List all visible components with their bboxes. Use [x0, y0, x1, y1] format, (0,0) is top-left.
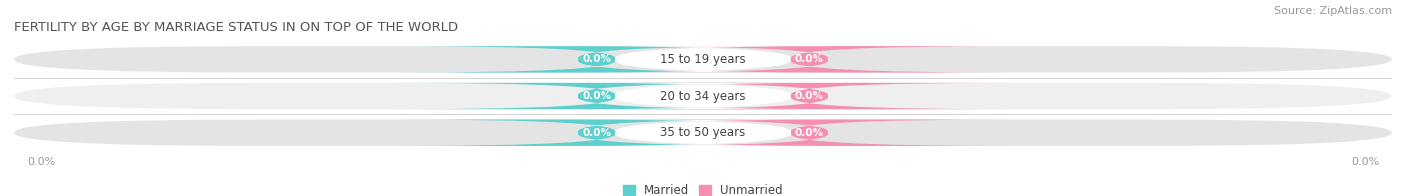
FancyBboxPatch shape: [14, 120, 1392, 146]
Text: 0.0%: 0.0%: [794, 91, 824, 101]
FancyBboxPatch shape: [609, 46, 1010, 73]
FancyBboxPatch shape: [572, 120, 834, 146]
Text: 0.0%: 0.0%: [794, 128, 824, 138]
Text: 0.0%: 0.0%: [582, 91, 612, 101]
FancyBboxPatch shape: [609, 83, 1010, 109]
FancyBboxPatch shape: [14, 83, 1392, 109]
FancyBboxPatch shape: [14, 46, 1392, 73]
FancyBboxPatch shape: [396, 120, 797, 146]
Text: 35 to 50 years: 35 to 50 years: [661, 126, 745, 139]
Text: 0.0%: 0.0%: [794, 54, 824, 64]
Text: 0.0%: 0.0%: [582, 128, 612, 138]
FancyBboxPatch shape: [572, 46, 834, 73]
FancyBboxPatch shape: [572, 83, 834, 109]
FancyBboxPatch shape: [396, 46, 797, 73]
Legend: Married, Unmarried: Married, Unmarried: [619, 179, 787, 196]
FancyBboxPatch shape: [609, 120, 1010, 146]
Text: FERTILITY BY AGE BY MARRIAGE STATUS IN ON TOP OF THE WORLD: FERTILITY BY AGE BY MARRIAGE STATUS IN O…: [14, 21, 458, 34]
Text: 15 to 19 years: 15 to 19 years: [661, 53, 745, 66]
Text: Source: ZipAtlas.com: Source: ZipAtlas.com: [1274, 6, 1392, 16]
Text: 20 to 34 years: 20 to 34 years: [661, 90, 745, 103]
Text: 0.0%: 0.0%: [582, 54, 612, 64]
FancyBboxPatch shape: [396, 83, 797, 109]
